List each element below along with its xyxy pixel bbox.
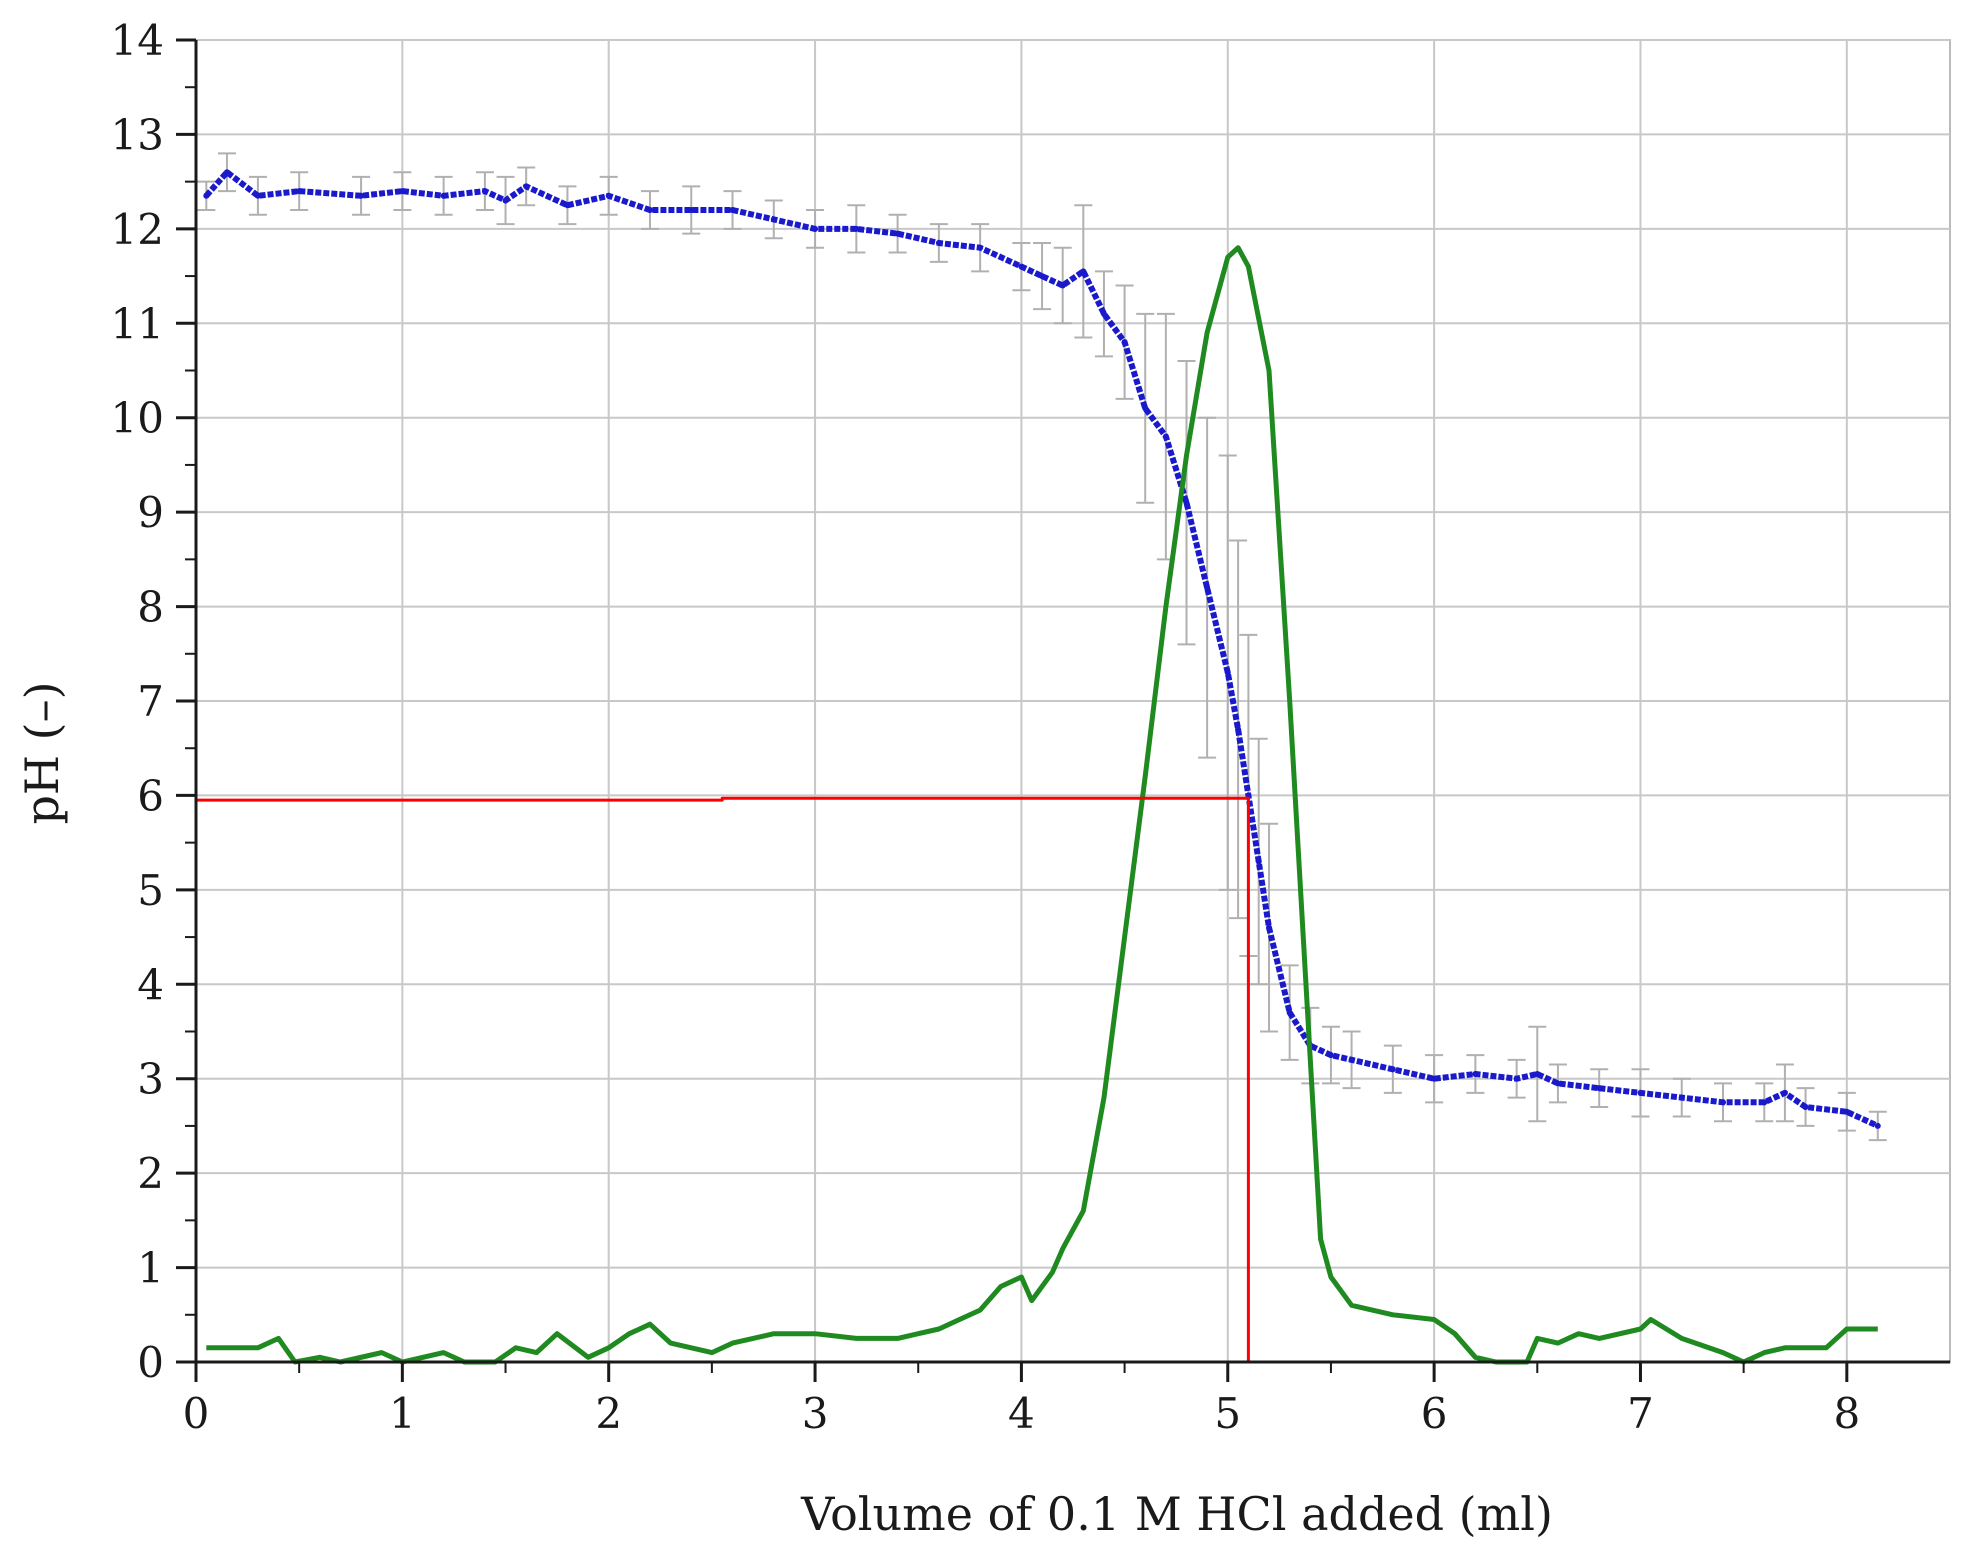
ph-data-point [1720,1099,1727,1106]
y-tick-label: 9 [137,488,164,537]
ph-data-point [646,206,653,213]
ph-data-point [481,188,488,195]
ph-data-point [564,202,571,209]
ph-data-point [254,192,261,199]
y-tick-label: 12 [111,205,164,254]
y-tick-label: 5 [137,866,164,915]
series-layer [196,169,1881,1365]
ph-data-point [1039,273,1046,280]
x-tick-label: 8 [1833,1389,1860,1438]
ph-data-point [1761,1099,1768,1106]
ph-data-point [440,192,447,199]
y-tick-label: 1 [137,1244,164,1293]
ph-data-point [1802,1104,1809,1111]
ph-data-point [1513,1075,1520,1082]
ph-data-point [1080,268,1087,275]
y-tick-label: 6 [137,771,164,820]
x-tick-label: 1 [389,1389,416,1438]
axes [176,38,1950,1382]
ph-data-point [1100,310,1107,317]
ph-data-point [812,225,819,232]
x-tick-label: 0 [183,1389,210,1438]
ph-data-point [399,188,406,195]
ph-data-point [1183,499,1190,506]
y-tick-label: 4 [137,960,164,1009]
ph-data-point [1327,1052,1334,1059]
ph-data-point [770,216,777,223]
ph-data-point [358,192,365,199]
y-tick-label: 0 [137,1338,164,1387]
x-tick-label: 6 [1421,1389,1448,1438]
ph-data-point [853,225,860,232]
ph-data-point [523,183,530,190]
ph-data-point [1255,858,1262,865]
ph-data-point [1162,433,1169,440]
ph-data-point [1472,1070,1479,1077]
ph-data-point [894,230,901,237]
ph-data-point [1018,263,1025,270]
ph-data-point [1678,1094,1685,1101]
ph-data-point [1266,924,1273,931]
ph-data-point [1224,669,1231,676]
ph-data-point [1235,726,1242,733]
ph-data-point [1781,1089,1788,1096]
y-tick-label: 7 [137,677,164,726]
y-tick-label: 14 [111,16,164,65]
derivative-curve-line [206,245,1878,1365]
x-tick-label: 4 [1008,1389,1035,1438]
ph-data-point [223,169,230,176]
y-tick-label: 3 [137,1055,164,1104]
y-tick-label: 2 [137,1149,164,1198]
ph-data-point [1142,405,1149,412]
ph-data-point [1348,1056,1355,1063]
ph-data-point [1059,282,1066,289]
ph-data-point [1874,1122,1881,1129]
ph-data-point [1637,1089,1644,1096]
y-tick-label: 10 [111,394,164,443]
ph-data-point [1431,1075,1438,1082]
ph-data-point [1389,1066,1396,1073]
ph-data-point [935,240,942,247]
ph-data-point [1596,1085,1603,1092]
ph-data-point [729,206,736,213]
ph-data-point [502,197,509,204]
x-tick-label: 2 [595,1389,622,1438]
ph-data-point [1121,339,1128,346]
ph-data-point [1204,584,1211,591]
ph-data-point [688,206,695,213]
x-axis-label: Volume of 0.1 M HCl added (ml) [800,1487,1553,1541]
x-tick-label: 5 [1214,1389,1241,1438]
y-tick-label: 13 [111,110,164,159]
ph-data-point [296,188,303,195]
ph-data-point [605,192,612,199]
equivalence-marker-line [196,796,1250,1362]
ph-data-point [1286,1009,1293,1016]
ph-data-point [977,244,984,251]
x-tick-label: 7 [1627,1389,1654,1438]
ph-data-point [1843,1108,1850,1115]
y-axis-label: pH (–) [15,681,69,824]
ph-data-point [203,192,210,199]
x-tick-label: 3 [802,1389,829,1438]
ph-data-point [1534,1070,1541,1077]
y-tick-label: 11 [111,299,164,348]
y-tick-label: 8 [137,583,164,632]
ph-data-point [1554,1080,1561,1087]
